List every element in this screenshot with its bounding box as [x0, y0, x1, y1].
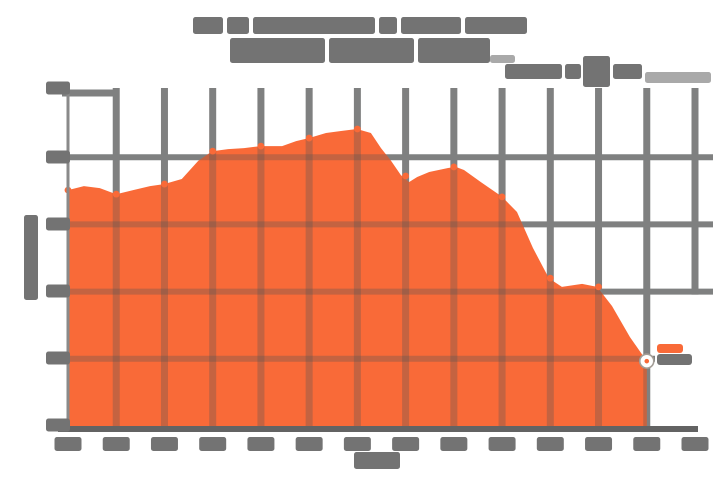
- title-word-blob: [401, 17, 461, 34]
- x-tick-label-blob: [247, 437, 275, 451]
- x-tick-label-blob: [199, 437, 227, 451]
- x-tick-label-blob: [536, 437, 564, 451]
- y-tick-label-blob: [46, 150, 70, 164]
- data-point: [305, 134, 313, 142]
- y-tick-label-blob: [46, 81, 70, 95]
- y-tick-label-blob: [46, 284, 70, 298]
- x-tick-label-blob: [681, 437, 709, 451]
- y-tick-label-blob: [46, 418, 70, 432]
- x-tick-label-blob: [54, 437, 82, 451]
- x-tick-label-blob: [488, 437, 516, 451]
- data-point: [161, 180, 168, 188]
- subtitle-word-blob: [490, 55, 515, 63]
- x-tick-label-blob: [102, 437, 130, 451]
- y-axis-title-blob: [24, 215, 38, 300]
- data-point: [450, 163, 458, 171]
- endpoint-marker[interactable]: [638, 353, 655, 369]
- data-point: [257, 142, 265, 150]
- y-tick-label-blob: [46, 217, 70, 231]
- x-tick-label-blob: [343, 437, 371, 451]
- endpoint-marker-dot: [644, 358, 650, 364]
- title-word-blob: [465, 17, 527, 34]
- x-tick-label-blob: [295, 437, 323, 451]
- data-point: [402, 172, 410, 180]
- legend-text-blob: [505, 64, 562, 79]
- data-point: [595, 283, 602, 291]
- x-tick-label-blob: [585, 437, 613, 451]
- subtitle-word-blob: [329, 38, 414, 63]
- legend-text-blob: [645, 72, 711, 83]
- x-tick-label-blob: [440, 437, 468, 451]
- title-word-blob: [193, 17, 223, 34]
- endpoint-value-blob: [657, 344, 683, 353]
- title-word-blob: [379, 17, 397, 34]
- subtitle-word-blob: [418, 38, 490, 63]
- x-tick-label-blob: [392, 437, 420, 451]
- data-point: [546, 274, 554, 282]
- legend-text-blob: [583, 56, 610, 87]
- x-axis-line: [58, 426, 698, 432]
- y-tick-label-blob: [46, 351, 70, 365]
- data-point: [353, 125, 361, 133]
- endpoint-label-blob: [657, 354, 692, 365]
- data-point: [112, 190, 120, 198]
- data-point: [209, 147, 217, 155]
- legend-text-blob: [565, 64, 581, 79]
- chart-title: [193, 17, 527, 63]
- subtitle-word-blob: [230, 38, 325, 63]
- legend-text-blob: [613, 64, 642, 79]
- series-area: [68, 129, 647, 427]
- legend[interactable]: [505, 56, 711, 87]
- x-tick-label-blob: [633, 437, 661, 451]
- x-tick-label-blob: [150, 437, 178, 451]
- x-axis-title-blob: [354, 452, 400, 469]
- data-point: [498, 193, 506, 201]
- title-word-blob: [253, 17, 375, 34]
- title-word-blob: [227, 17, 249, 34]
